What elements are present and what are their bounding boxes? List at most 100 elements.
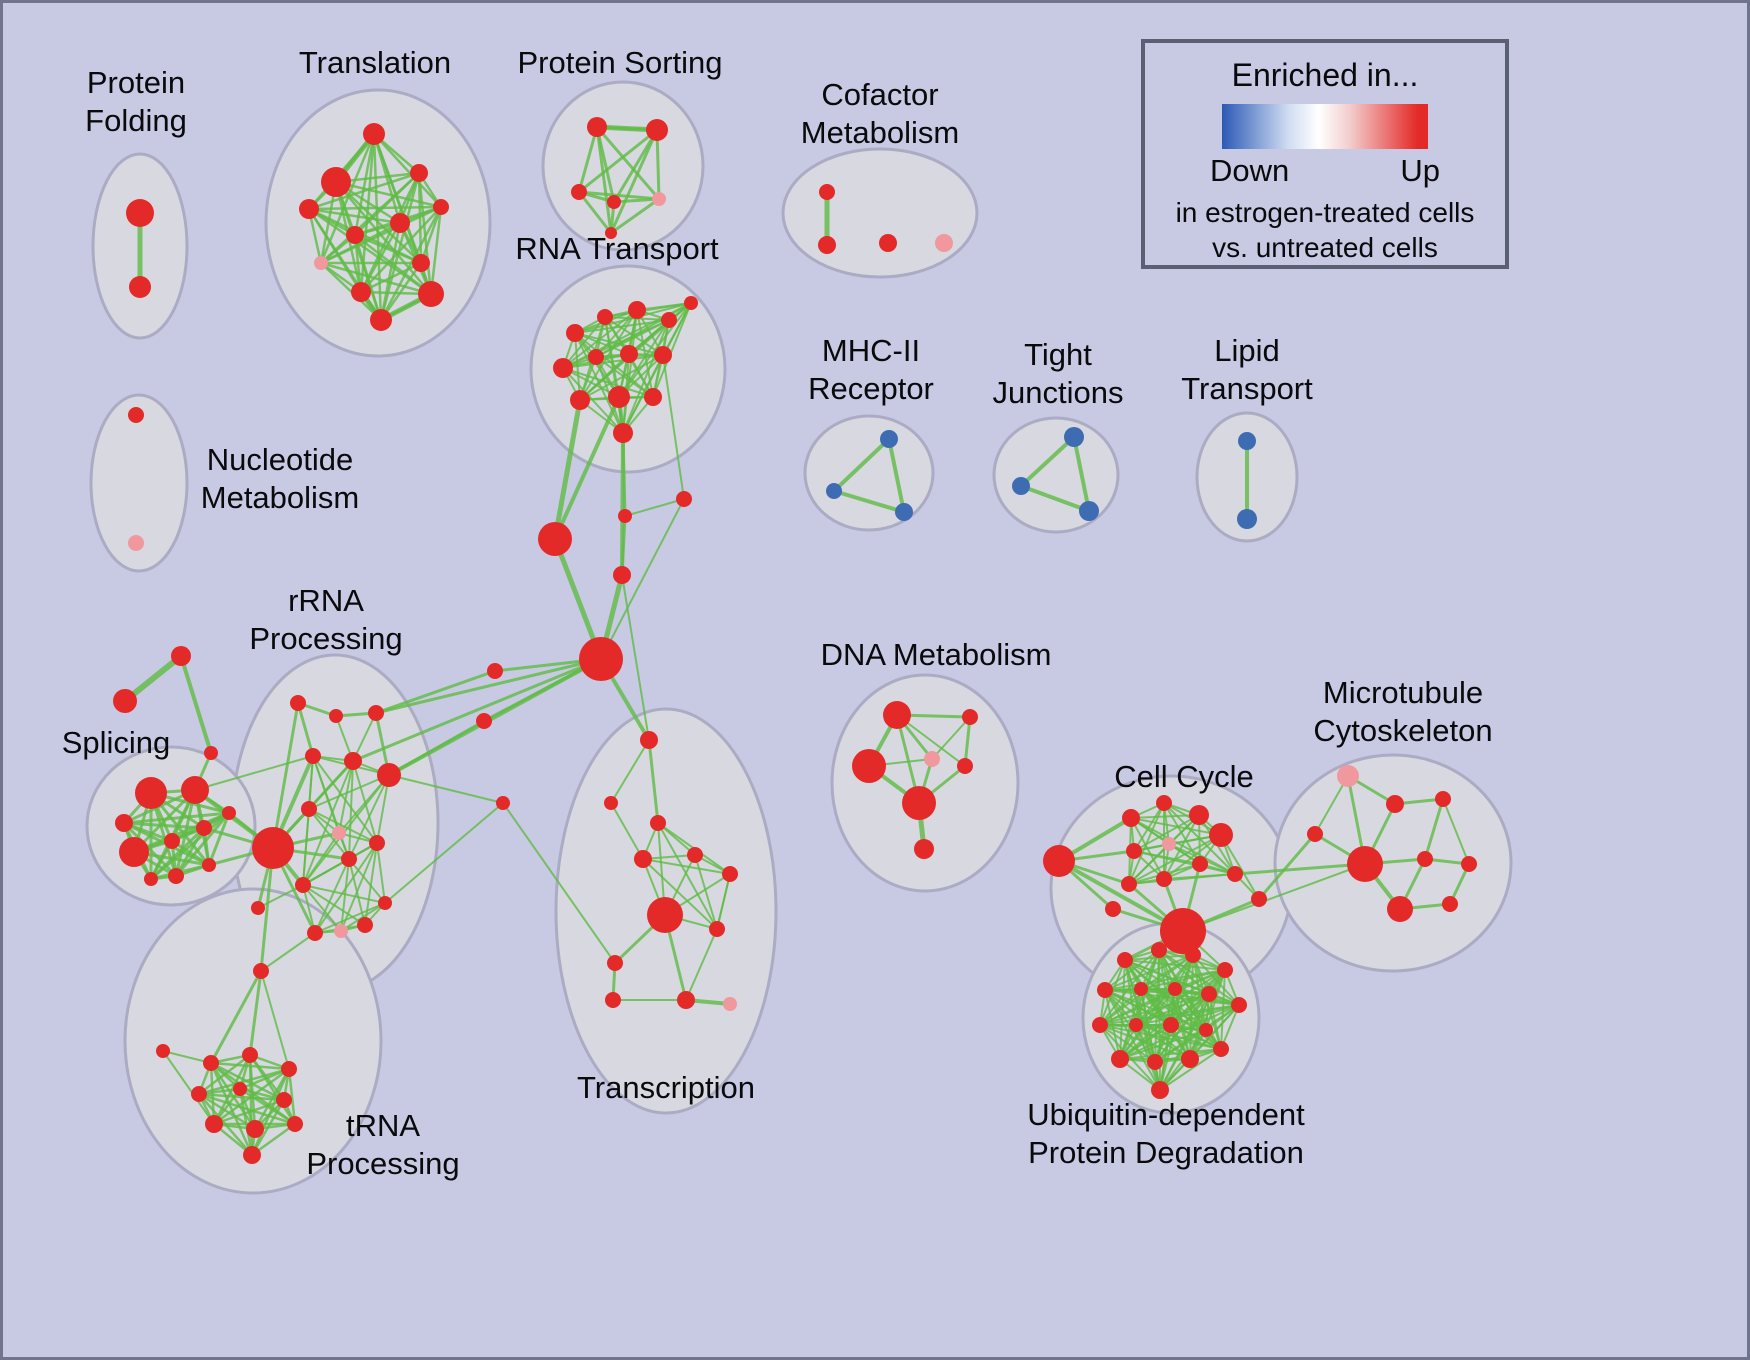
- node-sp6: [196, 820, 212, 836]
- edge-ub6-ub10: [1099, 988, 1142, 1026]
- node-ps3: [571, 184, 587, 200]
- edge-rr10-rr13: [314, 858, 350, 934]
- edge-rt6-rt13: [562, 367, 624, 434]
- node-ub18: [1151, 1081, 1169, 1099]
- edge-mh1-mh3: [887, 437, 906, 514]
- legend-title: Enriched in...: [1231, 57, 1419, 93]
- edge-rt3-rt5: [636, 302, 692, 311]
- node-tr5: [346, 226, 364, 244]
- edge-rr13-rr16: [314, 902, 386, 934]
- node-rr18: [251, 901, 265, 915]
- edge-tc5-tc8: [694, 854, 718, 930]
- edge-h8-tc9: [502, 802, 616, 964]
- edge-tc4-tc8: [642, 858, 718, 930]
- node-rr8: [301, 801, 317, 817]
- edge-ub11-ub18: [1135, 1024, 1161, 1091]
- edge-ub12-ub18: [1159, 1024, 1172, 1091]
- node-tp11: [243, 1146, 261, 1164]
- edge-ps1-ps5: [595, 125, 661, 201]
- edge-rr7-rr1: [271, 701, 300, 850]
- edge-h3-h5: [600, 498, 685, 660]
- node-mh3: [895, 503, 913, 521]
- node-tc9: [607, 955, 623, 971]
- node-mh2: [826, 483, 842, 499]
- node-ps5: [652, 192, 666, 206]
- edge-ub9-ub10: [1099, 1004, 1240, 1026]
- edge-tr3-tr8: [319, 132, 376, 265]
- edge-h5-rr5: [351, 657, 603, 763]
- edge-rr5-rr10: [348, 760, 354, 860]
- edge-ub14-ub17: [1119, 1048, 1222, 1060]
- node-cm4: [935, 234, 953, 252]
- node-mc5: [1347, 846, 1383, 882]
- node-dm5: [957, 758, 973, 774]
- edge-rr1-rr4: [296, 701, 315, 758]
- edge-ub9-ub11: [1135, 1004, 1240, 1026]
- node-tp10: [287, 1116, 303, 1132]
- edge-rr14-rr16: [340, 902, 386, 932]
- node-ub15: [1147, 1054, 1163, 1070]
- edge-rr6-rr12: [302, 774, 390, 886]
- node-rr14: [334, 924, 348, 938]
- node-tr9: [351, 282, 371, 302]
- legend-down-label: Down: [1210, 153, 1290, 188]
- node-ub2: [1151, 942, 1167, 958]
- edge-tp3-tp10: [248, 1053, 297, 1126]
- edge-rt11-h1: [553, 395, 621, 541]
- node-tr12: [370, 309, 392, 331]
- node-ub6: [1134, 982, 1148, 996]
- node-sp5: [164, 833, 180, 849]
- node-ub8: [1201, 986, 1217, 1002]
- edge-rr17-tp2: [209, 969, 263, 1065]
- edge-cc1-cc13: [1057, 859, 1185, 933]
- node-sp2: [181, 776, 209, 804]
- edge-rr11-rr16: [376, 842, 386, 904]
- edge-ub7-ub16: [1174, 988, 1191, 1060]
- edge-ub2-ub5: [1104, 949, 1160, 991]
- edge-tp3-tp11: [248, 1053, 254, 1157]
- edge-rt4-rt13: [622, 319, 670, 434]
- edge-mh2-mh3: [832, 489, 906, 514]
- node-h5: [579, 637, 623, 681]
- node-cc9: [1227, 866, 1243, 882]
- edge-cc4-cc11: [1163, 814, 1200, 880]
- node-tr4: [410, 164, 428, 182]
- node-sp10: [144, 872, 158, 886]
- node-sp8: [168, 868, 184, 884]
- edge-rt9-rt13: [622, 354, 664, 434]
- node-ub14: [1111, 1050, 1129, 1068]
- cluster-ellipse-tight-junctions: [992, 416, 1120, 534]
- cluster-label-protein-folding: Protein Folding: [85, 65, 187, 138]
- edge-sp7-sp9: [207, 811, 231, 867]
- cluster-label-rrna-processing: rRNA Processing: [249, 583, 402, 656]
- edge-tj1-tj3: [1072, 435, 1091, 513]
- edge-tp1-tp2: [162, 1050, 212, 1064]
- node-tj3: [1079, 501, 1099, 521]
- edge-tc1-tc3: [647, 738, 660, 825]
- node-rr10: [341, 851, 357, 867]
- node-cc12: [1105, 901, 1121, 917]
- node-t1: [171, 646, 191, 666]
- node-rr13: [307, 925, 323, 941]
- node-tc3: [650, 815, 666, 831]
- edge-rt6-rt9: [562, 354, 664, 369]
- edge-tr4-tr9: [359, 171, 421, 294]
- node-cc2: [1122, 809, 1140, 827]
- node-tc8: [709, 921, 725, 937]
- node-ub13: [1199, 1023, 1213, 1037]
- edge-ub6-ub9: [1140, 988, 1240, 1006]
- node-dm6: [902, 786, 936, 820]
- node-dm1: [883, 701, 911, 729]
- edge-h8-rr6: [388, 774, 504, 804]
- edge-mc3-mc6: [1423, 797, 1445, 861]
- node-cc6: [1126, 843, 1142, 859]
- node-mc3: [1435, 791, 1451, 807]
- edge-tj1-tj2: [1019, 435, 1076, 488]
- node-tc6: [722, 866, 738, 882]
- node-h8: [496, 796, 510, 810]
- edge-rt5-rt12: [652, 302, 692, 398]
- node-tr10: [412, 254, 430, 272]
- cluster-label-translation: Translation: [299, 45, 451, 80]
- node-cc13: [1160, 908, 1206, 954]
- node-rt10: [570, 390, 590, 410]
